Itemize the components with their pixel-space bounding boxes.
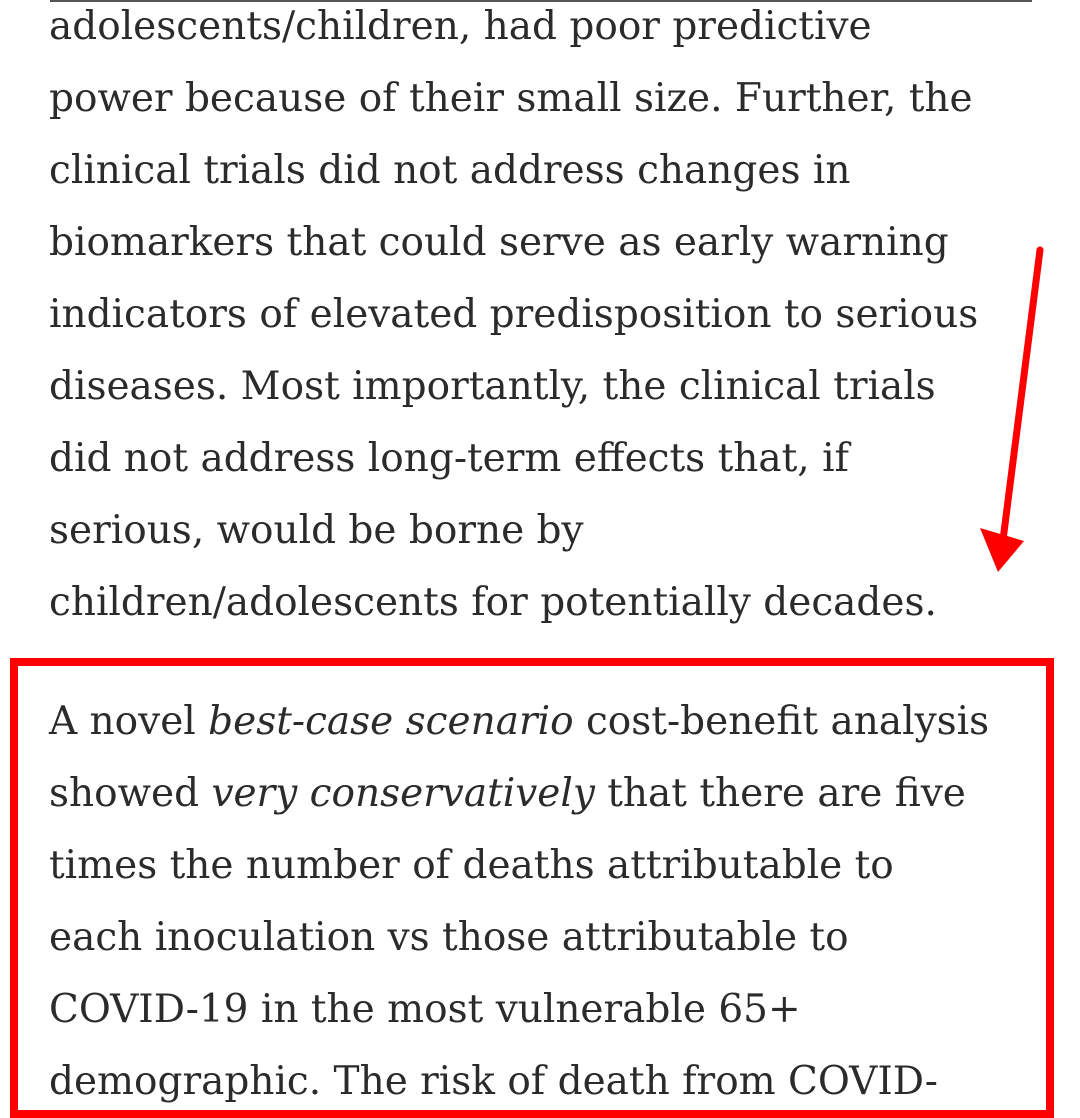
text-run: showed bbox=[49, 771, 212, 816]
text-run: that there are five bbox=[594, 771, 966, 816]
text-line: biomarkers that could serve as early war… bbox=[49, 220, 949, 265]
text-line: children/adolescents for potentially dec… bbox=[49, 580, 937, 625]
text-line: clinical trials did not address changes … bbox=[49, 148, 851, 193]
emphasis-text: best-case scenario bbox=[208, 699, 574, 744]
text-line: did not address long-term effects that, … bbox=[49, 436, 849, 481]
emphasis-text: very conservatively bbox=[211, 771, 595, 816]
text-line: serious, would be borne by bbox=[49, 508, 584, 553]
text-line: adolescents/children, had poor predictiv… bbox=[49, 4, 872, 49]
paragraph-cost-benefit: A novel best-case scenario cost-benefit … bbox=[49, 686, 1049, 1118]
text-line: times the number of deaths attributable … bbox=[49, 843, 894, 888]
text-run: A novel bbox=[49, 699, 209, 744]
text-run: cost-benefit analysis bbox=[573, 699, 990, 744]
text-line: each inoculation vs those attributable t… bbox=[49, 915, 849, 960]
text-line: demographic. The risk of death from COVI… bbox=[49, 1059, 938, 1104]
text-line: COVID-19 in the most vulnerable 65+ bbox=[49, 987, 801, 1032]
paragraph-limitations: adolescents/children, had poor predictiv… bbox=[49, 0, 1049, 639]
text-line: indicators of elevated predisposition to… bbox=[49, 292, 979, 337]
text-line: showed very conservatively that there ar… bbox=[49, 758, 1049, 830]
text-line: diseases. Most importantly, the clinical… bbox=[49, 364, 936, 409]
top-divider bbox=[50, 0, 1032, 2]
text-line: A novel best-case scenario cost-benefit … bbox=[49, 686, 1049, 758]
text-line: power because of their small size. Furth… bbox=[49, 76, 973, 121]
